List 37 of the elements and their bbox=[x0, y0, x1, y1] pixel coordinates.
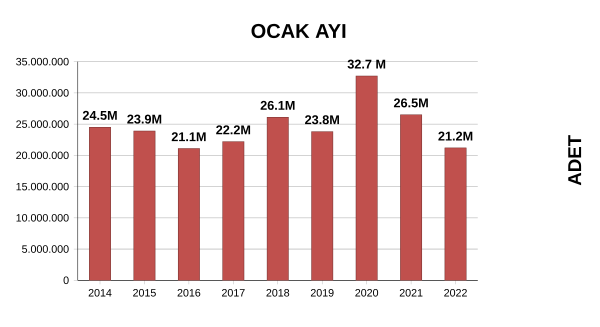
bar bbox=[400, 114, 422, 281]
y-axis-title: ADET bbox=[568, 135, 582, 186]
x-tick-label: 2022 bbox=[444, 289, 467, 297]
data-label: 21.1M bbox=[172, 132, 206, 142]
bar bbox=[444, 148, 466, 281]
x-tick-label: 2015 bbox=[133, 289, 156, 297]
data-label: 22.2M bbox=[216, 125, 250, 134]
chart-title: OCAK AYI bbox=[252, 24, 346, 38]
data-label: 23.9M bbox=[127, 114, 162, 124]
y-tick-label: 20.000.000 bbox=[16, 152, 69, 160]
bar bbox=[89, 126, 111, 281]
data-label: 32.7 M bbox=[348, 60, 386, 69]
x-tick-label: 2016 bbox=[178, 289, 200, 297]
y-tick-label: 0 bbox=[64, 276, 69, 284]
bar bbox=[134, 130, 156, 281]
data-label: 26.1M bbox=[260, 100, 295, 110]
x-tick-label: 2021 bbox=[400, 289, 422, 297]
x-tick-label: 2014 bbox=[88, 289, 112, 297]
bar bbox=[222, 141, 244, 281]
y-tick-label: 5.000.000 bbox=[22, 245, 69, 253]
x-tick-label: 2018 bbox=[266, 289, 290, 297]
bar bbox=[311, 131, 334, 281]
x-tick-label: 2017 bbox=[222, 289, 245, 297]
y-tick-label: 35.000.000 bbox=[16, 58, 69, 66]
y-tick-label: 30.000.000 bbox=[16, 89, 69, 97]
bar bbox=[178, 148, 200, 281]
x-tick-label: 2020 bbox=[355, 289, 378, 297]
data-label: 26.5M bbox=[394, 98, 428, 108]
x-tick-label: 2019 bbox=[310, 289, 334, 297]
bar bbox=[266, 116, 289, 281]
data-label: 21.2M bbox=[438, 132, 472, 140]
y-tick-label: 25.000.000 bbox=[16, 120, 69, 128]
data-label: 23.8M bbox=[305, 115, 339, 124]
y-tick-label: 15.000.000 bbox=[16, 182, 69, 190]
data-label: 24.5M bbox=[82, 110, 117, 120]
bar bbox=[356, 76, 378, 281]
y-tick-label: 10.000.000 bbox=[16, 214, 69, 222]
